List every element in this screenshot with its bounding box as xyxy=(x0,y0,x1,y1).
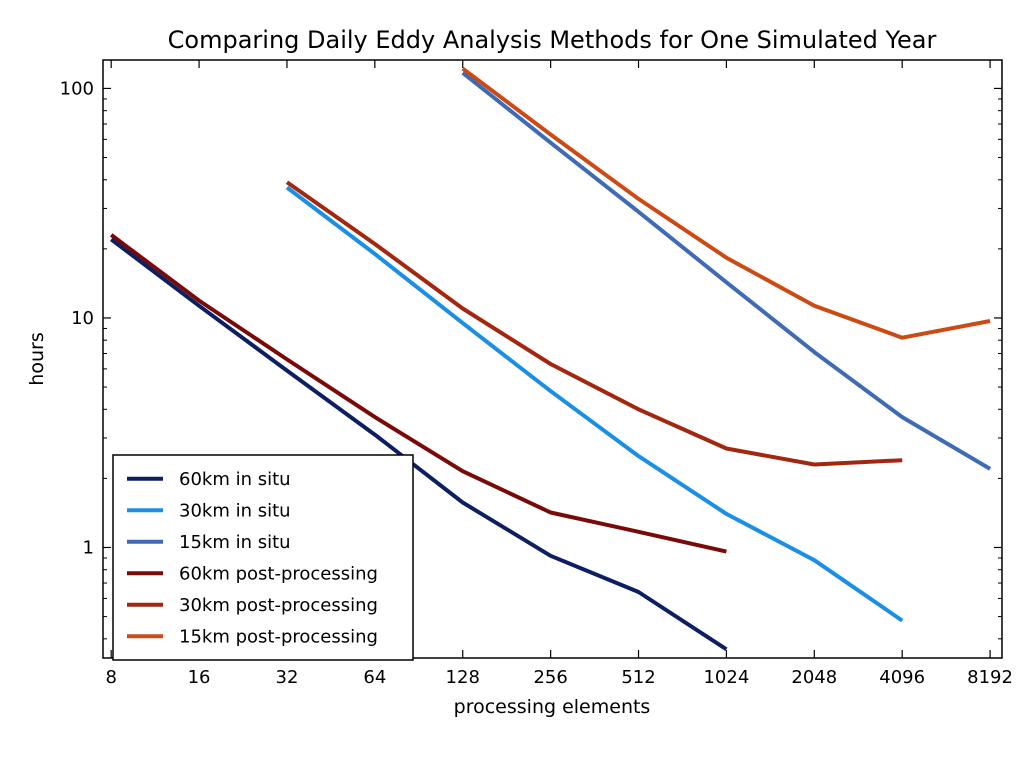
x-tick-label: 32 xyxy=(276,667,299,688)
x-tick-label: 2048 xyxy=(791,667,837,688)
legend-label: 60km in situ xyxy=(179,469,291,490)
x-tick-label: 512 xyxy=(621,667,655,688)
legend-label: 30km post-processing xyxy=(179,595,378,616)
plot-frame xyxy=(102,59,1003,659)
y-tick-label: 100 xyxy=(60,78,94,99)
x-tick-label: 1024 xyxy=(703,667,749,688)
series-line-1 xyxy=(285,185,904,623)
legend-label: 60km post-processing xyxy=(179,563,378,584)
legend-label: 30km in situ xyxy=(179,500,291,521)
series-line-3 xyxy=(110,233,727,554)
x-tick-label: 16 xyxy=(188,667,211,688)
chart-title: Comparing Daily Eddy Analysis Methods fo… xyxy=(168,26,937,54)
x-tick-label: 8192 xyxy=(967,667,1013,688)
plot-lines xyxy=(109,66,992,651)
series-line-4 xyxy=(285,180,903,467)
series-line-2 xyxy=(461,71,992,471)
y-tick-label: 1 xyxy=(83,537,94,558)
x-tick-label: 64 xyxy=(363,667,386,688)
x-tick-label: 128 xyxy=(446,667,480,688)
y-axis-label: hours xyxy=(26,332,48,385)
x-tick-label: 8 xyxy=(105,667,116,688)
y-tick-label: 10 xyxy=(71,308,94,329)
y-axis: 1 10 100 xyxy=(60,78,1002,640)
series-line-0 xyxy=(109,237,728,651)
x-tick-label: 256 xyxy=(533,667,567,688)
series-line-5 xyxy=(461,66,991,340)
legend-label: 15km post-processing xyxy=(179,626,378,647)
legend-box xyxy=(112,454,414,661)
x-axis-label: processing elements xyxy=(454,696,651,718)
legend-label: 15km in situ xyxy=(179,532,291,553)
x-axis: 8 16 32 64 128 256 512 1024 2048 4096 8192 xyxy=(105,60,1013,688)
legend: 60km in situ 30km in situ 15km in situ 60km… xyxy=(112,454,414,661)
x-tick-label: 4096 xyxy=(879,667,925,688)
